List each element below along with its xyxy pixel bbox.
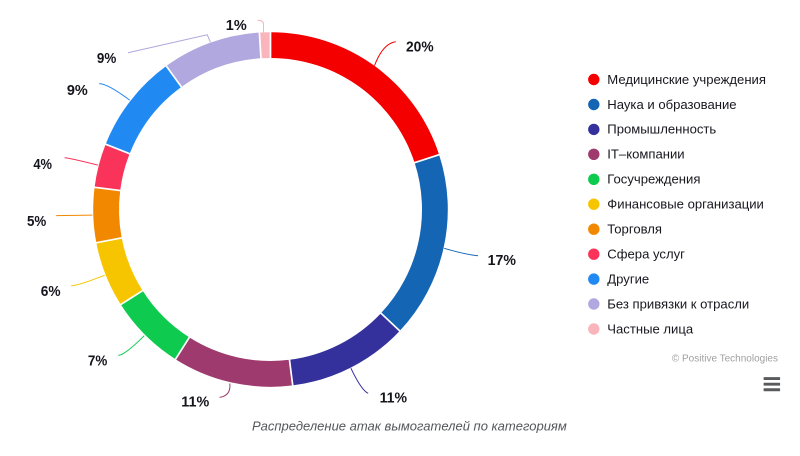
svg-text:7%: 7% <box>88 353 108 370</box>
svg-text:Промышленность: Промышленность <box>607 122 716 137</box>
svg-text:11%: 11% <box>181 394 209 411</box>
svg-text:9%: 9% <box>97 50 117 67</box>
svg-text:4%: 4% <box>33 156 52 173</box>
svg-text:5%: 5% <box>27 213 47 230</box>
svg-text:Наука и образование: Наука и образование <box>607 97 736 112</box>
svg-text:IT–компании: IT–компании <box>607 147 684 162</box>
svg-text:6%: 6% <box>41 283 61 300</box>
svg-text:Госучреждения: Госучреждения <box>607 172 700 187</box>
svg-text:Торговля: Торговля <box>607 222 662 237</box>
svg-text:Частные лица: Частные лица <box>607 321 694 336</box>
svg-text:1%: 1% <box>226 17 247 34</box>
svg-text:Другие: Другие <box>607 271 649 286</box>
svg-text:9%: 9% <box>67 82 88 99</box>
svg-text:© Positive Technologies: © Positive Technologies <box>672 354 778 365</box>
svg-text:Распределение атак вымогателей: Распределение атак вымогателей по катего… <box>252 419 567 434</box>
svg-text:17%: 17% <box>488 252 517 269</box>
svg-text:11%: 11% <box>380 390 408 407</box>
svg-text:Медицинские учреждения: Медицинские учреждения <box>607 72 766 87</box>
svg-text:Без привязки к отрасли: Без привязки к отрасли <box>607 296 749 311</box>
svg-text:Финансовые организации: Финансовые организации <box>607 197 764 212</box>
svg-text:20%: 20% <box>406 38 434 55</box>
svg-text:Сфера услуг: Сфера услуг <box>607 246 685 261</box>
